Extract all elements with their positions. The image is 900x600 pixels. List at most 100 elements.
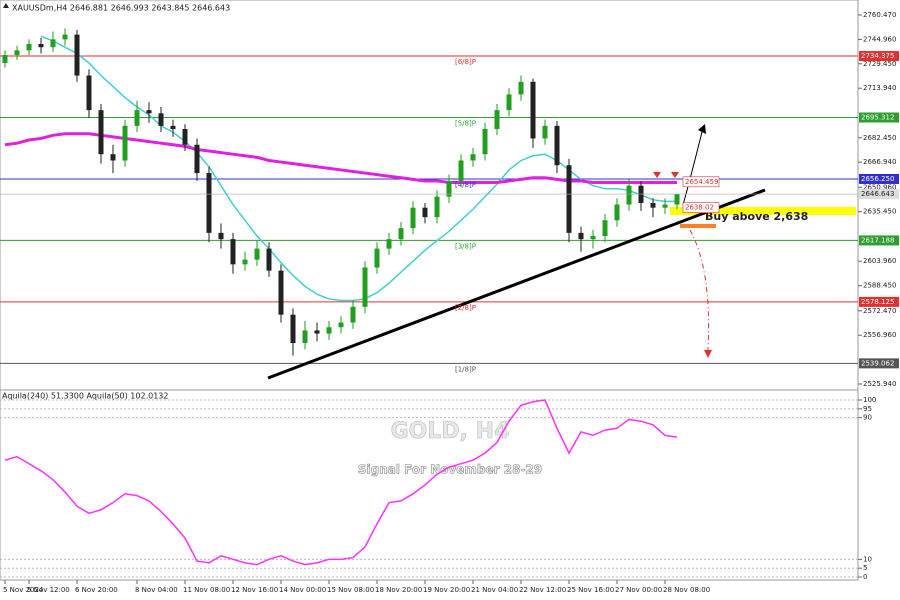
candle-body bbox=[326, 327, 332, 334]
candle-body bbox=[278, 270, 284, 315]
candle-body bbox=[266, 248, 272, 271]
candle-body bbox=[506, 94, 512, 111]
candle-body bbox=[26, 44, 32, 51]
y-tick-label: 2525.940 bbox=[863, 380, 896, 388]
candle-body bbox=[374, 248, 380, 268]
candle-body bbox=[530, 81, 536, 139]
candle-body bbox=[86, 75, 92, 111]
y-tick-label: 0 bbox=[863, 573, 867, 581]
y-tick-label: 2729.450 bbox=[863, 60, 896, 68]
level-tag bbox=[859, 112, 899, 123]
candle-body bbox=[650, 202, 656, 208]
trendline bbox=[267, 188, 766, 380]
candle-body bbox=[422, 207, 428, 218]
candle-body bbox=[194, 144, 200, 174]
line-series bbox=[4, 132, 677, 185]
x-tick-label: 18 Nov 20:00 bbox=[375, 586, 422, 594]
candle-body bbox=[578, 232, 584, 240]
y-tick-label: 100 bbox=[863, 396, 876, 404]
line-series bbox=[4, 399, 678, 566]
price-tag-label: 2654.459 bbox=[685, 178, 718, 186]
candle-body bbox=[434, 196, 440, 218]
level-label: 2734.375 bbox=[861, 52, 894, 60]
y-tick-label: 10 bbox=[863, 555, 872, 563]
buy-annotation: Buy above 2,638 bbox=[705, 210, 808, 223]
candle-body bbox=[446, 180, 452, 197]
y-tick-label: 95 bbox=[863, 405, 872, 413]
x-tick-label: 21 Nov 04:00 bbox=[471, 586, 518, 594]
candle-body bbox=[2, 55, 8, 63]
watermark-subtitle: Signal For November 28-29 bbox=[358, 463, 542, 477]
down-arrow-head bbox=[704, 350, 712, 358]
y-tick-label: 2635.450 bbox=[863, 208, 896, 216]
y-tick-label: 2572.470 bbox=[863, 307, 896, 315]
candle-body bbox=[146, 110, 152, 114]
candle-body bbox=[122, 125, 128, 161]
x-tick-label: 12 Nov 16:00 bbox=[231, 586, 278, 594]
price-tag-label: 2638.02 bbox=[685, 204, 714, 212]
candle-body bbox=[254, 248, 260, 260]
level-name: [1/8]P bbox=[455, 365, 476, 373]
sell-zone bbox=[680, 224, 716, 228]
candle-body bbox=[518, 81, 524, 95]
level-label: 2539.062 bbox=[861, 359, 894, 367]
x-tick-label: 14 Nov 00:00 bbox=[279, 586, 326, 594]
x-tick-label: 22 Nov 12:00 bbox=[519, 586, 566, 594]
candle-body bbox=[38, 44, 44, 48]
candle-body bbox=[398, 228, 404, 240]
candle-body bbox=[662, 204, 668, 208]
down-arrow bbox=[689, 229, 710, 351]
level-label: 2695.312 bbox=[861, 114, 894, 122]
candle-body bbox=[206, 173, 212, 233]
level-tag bbox=[859, 358, 899, 369]
plot-frame bbox=[0, 0, 859, 581]
x-tick-label: 5 Nov 12:00 bbox=[27, 586, 70, 594]
y-tick-label: 2650.960 bbox=[863, 183, 896, 191]
header-icon bbox=[3, 3, 9, 8]
y-tick-label: 2556.960 bbox=[863, 331, 896, 339]
candle-body bbox=[626, 185, 632, 205]
candle-body bbox=[98, 110, 104, 155]
level-name: [5/8]P bbox=[455, 120, 476, 128]
level-tag bbox=[859, 51, 899, 62]
y-tick-label: 2760.470 bbox=[863, 11, 896, 19]
up-arrow bbox=[682, 127, 704, 206]
current-price-label: 2646.643 bbox=[861, 190, 894, 198]
level-label: 2656.250 bbox=[861, 175, 894, 183]
candle-body bbox=[242, 259, 248, 265]
y-tick-label: 2713.940 bbox=[863, 84, 896, 92]
x-tick-label: 8 Nov 04:00 bbox=[135, 586, 178, 594]
indicator-header: Aquila(240) 51.3300 Aquila(50) 102.0132 bbox=[2, 392, 168, 401]
candle-body bbox=[482, 129, 488, 155]
x-tick-label: 19 Nov 20:00 bbox=[423, 586, 470, 594]
candle-body bbox=[302, 330, 308, 344]
candle-body bbox=[182, 129, 188, 145]
buy-zone bbox=[670, 207, 856, 215]
candle-body bbox=[134, 110, 140, 126]
candle-body bbox=[50, 39, 56, 48]
x-tick-label: 6 Nov 20:00 bbox=[75, 586, 118, 594]
level-label: 2578.125 bbox=[861, 298, 894, 306]
y-tick-label: 2744.960 bbox=[863, 35, 896, 43]
signal-arrows bbox=[653, 172, 679, 178]
y-tick-label: 2603.960 bbox=[863, 257, 896, 265]
price-tag bbox=[682, 176, 720, 188]
candle-body bbox=[290, 314, 296, 344]
candle-body bbox=[494, 110, 500, 130]
level-tag bbox=[859, 173, 899, 184]
current-price-tag bbox=[859, 189, 899, 200]
candle-body bbox=[566, 165, 572, 233]
x-tick-label: 28 Nov 08:00 bbox=[663, 586, 710, 594]
candle-body bbox=[410, 207, 416, 229]
level-name: [3/8]P bbox=[455, 242, 476, 250]
y-tick-label: 2588.450 bbox=[863, 282, 896, 290]
candle-body bbox=[542, 125, 548, 139]
candle-body bbox=[158, 113, 164, 126]
candle-body bbox=[110, 154, 116, 161]
x-tick-label: 5 Nov 2024 bbox=[3, 586, 44, 594]
level-label: 2617.188 bbox=[861, 236, 894, 244]
candle-body bbox=[362, 267, 368, 307]
x-tick-label: 11 Nov 08:00 bbox=[183, 586, 230, 594]
